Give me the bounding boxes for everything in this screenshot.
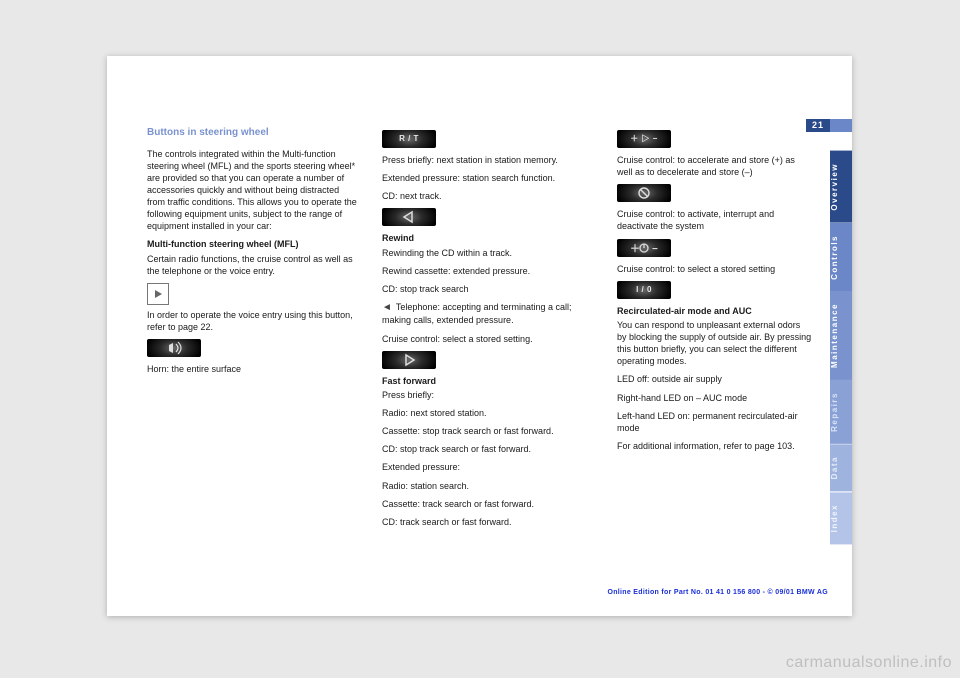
voice-entry-note: In order to operate the voice entry usin…	[147, 309, 357, 333]
column-1: Buttons in steering wheel The controls i…	[147, 126, 357, 381]
cruise-toggle-desc: Cruise control: to activate, interrupt a…	[617, 208, 812, 232]
tab-repairs[interactable]: Repairs	[830, 380, 852, 444]
ff-radio: Radio: next stored station.	[382, 407, 592, 419]
rewind-body: Rewinding the CD within a track.	[382, 247, 592, 259]
rewind-heading: Rewind	[382, 232, 592, 244]
rewind-cassette: Rewind cassette: extended pressure.	[382, 265, 592, 277]
ff-cassette: Cassette: stop track search or fast forw…	[382, 425, 592, 437]
rt-desc-2: Extended pressure: station search functi…	[382, 172, 592, 184]
tab-data[interactable]: Data	[830, 444, 852, 491]
tab-overview[interactable]: Overview	[830, 151, 852, 223]
recirc-note: For additional information, refer to pag…	[617, 440, 812, 452]
cruise-recall-button-icon: ＋−	[617, 239, 671, 257]
column-2: R / T Press briefly: next station in sta…	[382, 126, 592, 534]
section-title: Buttons in steering wheel	[147, 126, 357, 140]
ff-short: Press briefly:	[382, 389, 592, 401]
manual-page: 21 Overview Controls Maintenance Repairs…	[107, 56, 852, 616]
forward-button-icon	[382, 351, 436, 369]
column-3: ＋ ▷ − Cruise control: to accelerate and …	[617, 126, 812, 458]
horn-label: Horn: the entire surface	[147, 363, 357, 375]
cruise-select: Cruise control: select a stored setting.	[382, 333, 592, 345]
ff-cassette2: Cassette: track search or fast forward.	[382, 498, 592, 510]
recirc-led2: Right-hand LED on – AUC mode	[617, 392, 812, 404]
side-tabs: Overview Controls Maintenance Repairs Da…	[830, 151, 852, 544]
tel-body: Telephone: accepting and terminating a c…	[382, 302, 572, 326]
ff-long: Extended pressure:	[382, 461, 592, 473]
svg-text:＋: ＋	[630, 243, 641, 255]
recirc-led3: Left-hand LED on: permanent recirculated…	[617, 410, 812, 434]
rt-desc-3: CD: next track.	[382, 190, 592, 202]
watermark: carmanualsonline.info	[786, 654, 952, 672]
rewind-button-icon	[382, 208, 436, 226]
triangle-icon: ◄	[382, 301, 392, 315]
recirc-heading: Recirculated-air mode and AUC	[617, 305, 812, 317]
intro-paragraph: The controls integrated within the Multi…	[147, 148, 357, 233]
ff-heading: Fast forward	[382, 375, 592, 387]
cruise-accel-button-icon: ＋ ▷ −	[617, 130, 671, 148]
mfl-body: Certain radio functions, the cruise cont…	[147, 253, 357, 277]
rt-button-icon: R / T	[382, 130, 436, 148]
ff-cd: CD: stop track search or fast forward.	[382, 443, 592, 455]
ff-radio2: Radio: station search.	[382, 480, 592, 492]
tab-index[interactable]: Index	[830, 492, 852, 544]
tab-controls[interactable]: Controls	[830, 223, 852, 292]
cruise-recall-desc: Cruise control: to select a stored setti…	[617, 263, 812, 275]
svg-text:−: −	[652, 244, 658, 255]
page-number-strip	[830, 119, 852, 132]
recirc-body: You can respond to unpleasant external o…	[617, 319, 812, 368]
tab-maintenance[interactable]: Maintenance	[830, 291, 852, 380]
recirc-led1: LED off: outside air supply	[617, 373, 812, 385]
horn-button-icon	[147, 339, 201, 357]
ff-cd2: CD: track search or fast forward.	[382, 516, 592, 528]
rt-desc-1: Press briefly: next station in station m…	[382, 154, 592, 166]
voice-entry-symbol-icon	[147, 283, 169, 305]
rewind-cd: CD: stop track search	[382, 283, 592, 295]
mfl-heading: Multi-function steering wheel (MFL)	[147, 238, 357, 250]
cruise-accel-desc: Cruise control: to accelerate and store …	[617, 154, 812, 178]
io-button-icon: I / 0	[617, 281, 671, 299]
footer-edition: Online Edition for Part No. 01 41 0 156 …	[607, 589, 828, 596]
cruise-toggle-button-icon	[617, 184, 671, 202]
